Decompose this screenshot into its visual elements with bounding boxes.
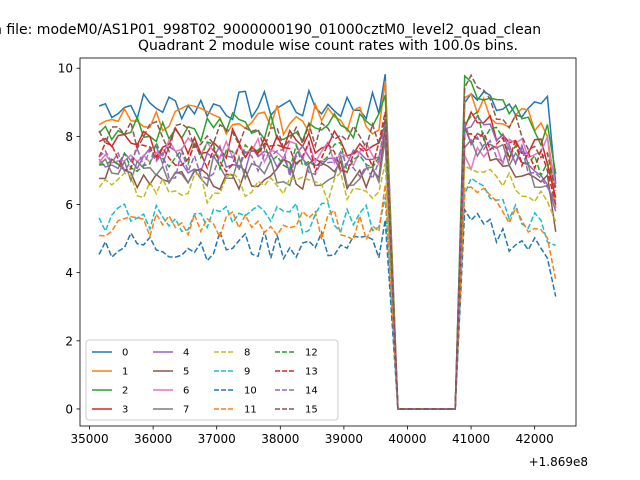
y-tick-label: 4: [65, 266, 73, 280]
x-tick-label: 42000: [516, 432, 554, 446]
legend-label-12: 12: [305, 348, 318, 359]
y-tick-label: 10: [58, 62, 73, 76]
legend-label-4: 4: [183, 348, 189, 359]
axes-frame: [79, 57, 577, 427]
series-line-15: [98, 73, 557, 410]
series-line-1: [98, 80, 557, 410]
legend-label-8: 8: [244, 348, 250, 359]
series-line-14: [98, 118, 557, 410]
x-offset-label: +1.869e8: [529, 455, 588, 469]
chart-title: Quadrant 2 module wise count rates with …: [138, 38, 518, 54]
x-tick-label: 40000: [388, 432, 426, 446]
legend-label-1: 1: [122, 367, 128, 378]
x-tick-label: 39000: [325, 432, 363, 446]
x-tick-label: 38000: [261, 432, 299, 446]
x-tick-label: 35000: [70, 432, 108, 446]
x-tick-label: 36000: [134, 432, 172, 446]
legend-label-5: 5: [183, 367, 189, 378]
series-line-3: [98, 110, 557, 410]
legend-box: [85, 339, 339, 421]
legend-label-3: 3: [122, 405, 128, 416]
y-tick-label: 0: [65, 402, 73, 416]
legend-label-2: 2: [122, 386, 128, 397]
series-line-11: [99, 184, 557, 410]
legend-label-15: 15: [305, 405, 318, 416]
series-line-0: [98, 74, 557, 410]
series-line-6: [98, 119, 557, 410]
x-tick-label: 41000: [452, 432, 490, 446]
legend-label-14: 14: [305, 386, 318, 397]
legend-label-9: 9: [244, 367, 250, 378]
legend-label-6: 6: [183, 386, 189, 397]
series-line-10: [98, 207, 557, 410]
axes-ticks: 35000 36000 37000 38000 39000 40000 41000 42000…: [58, 57, 577, 446]
x-tick-label: 37000: [198, 432, 236, 446]
series-line-13: [98, 111, 557, 410]
y-tick-label: 2: [65, 334, 73, 348]
series-line-9: [98, 176, 556, 410]
y-tick-label: 6: [65, 198, 73, 212]
series-line-8: [98, 162, 557, 410]
legend-label-0: 0: [122, 348, 128, 359]
plot-area: [98, 73, 557, 410]
y-tick-label: 8: [65, 130, 73, 144]
figure-suptitle: n file: modeM0/AS1P01_998T02_9000000190_…: [0, 22, 541, 38]
legend-label-13: 13: [305, 367, 318, 378]
legend-label-11: 11: [244, 405, 257, 416]
legend-label-7: 7: [183, 405, 189, 416]
legend-label-10: 10: [244, 386, 257, 397]
